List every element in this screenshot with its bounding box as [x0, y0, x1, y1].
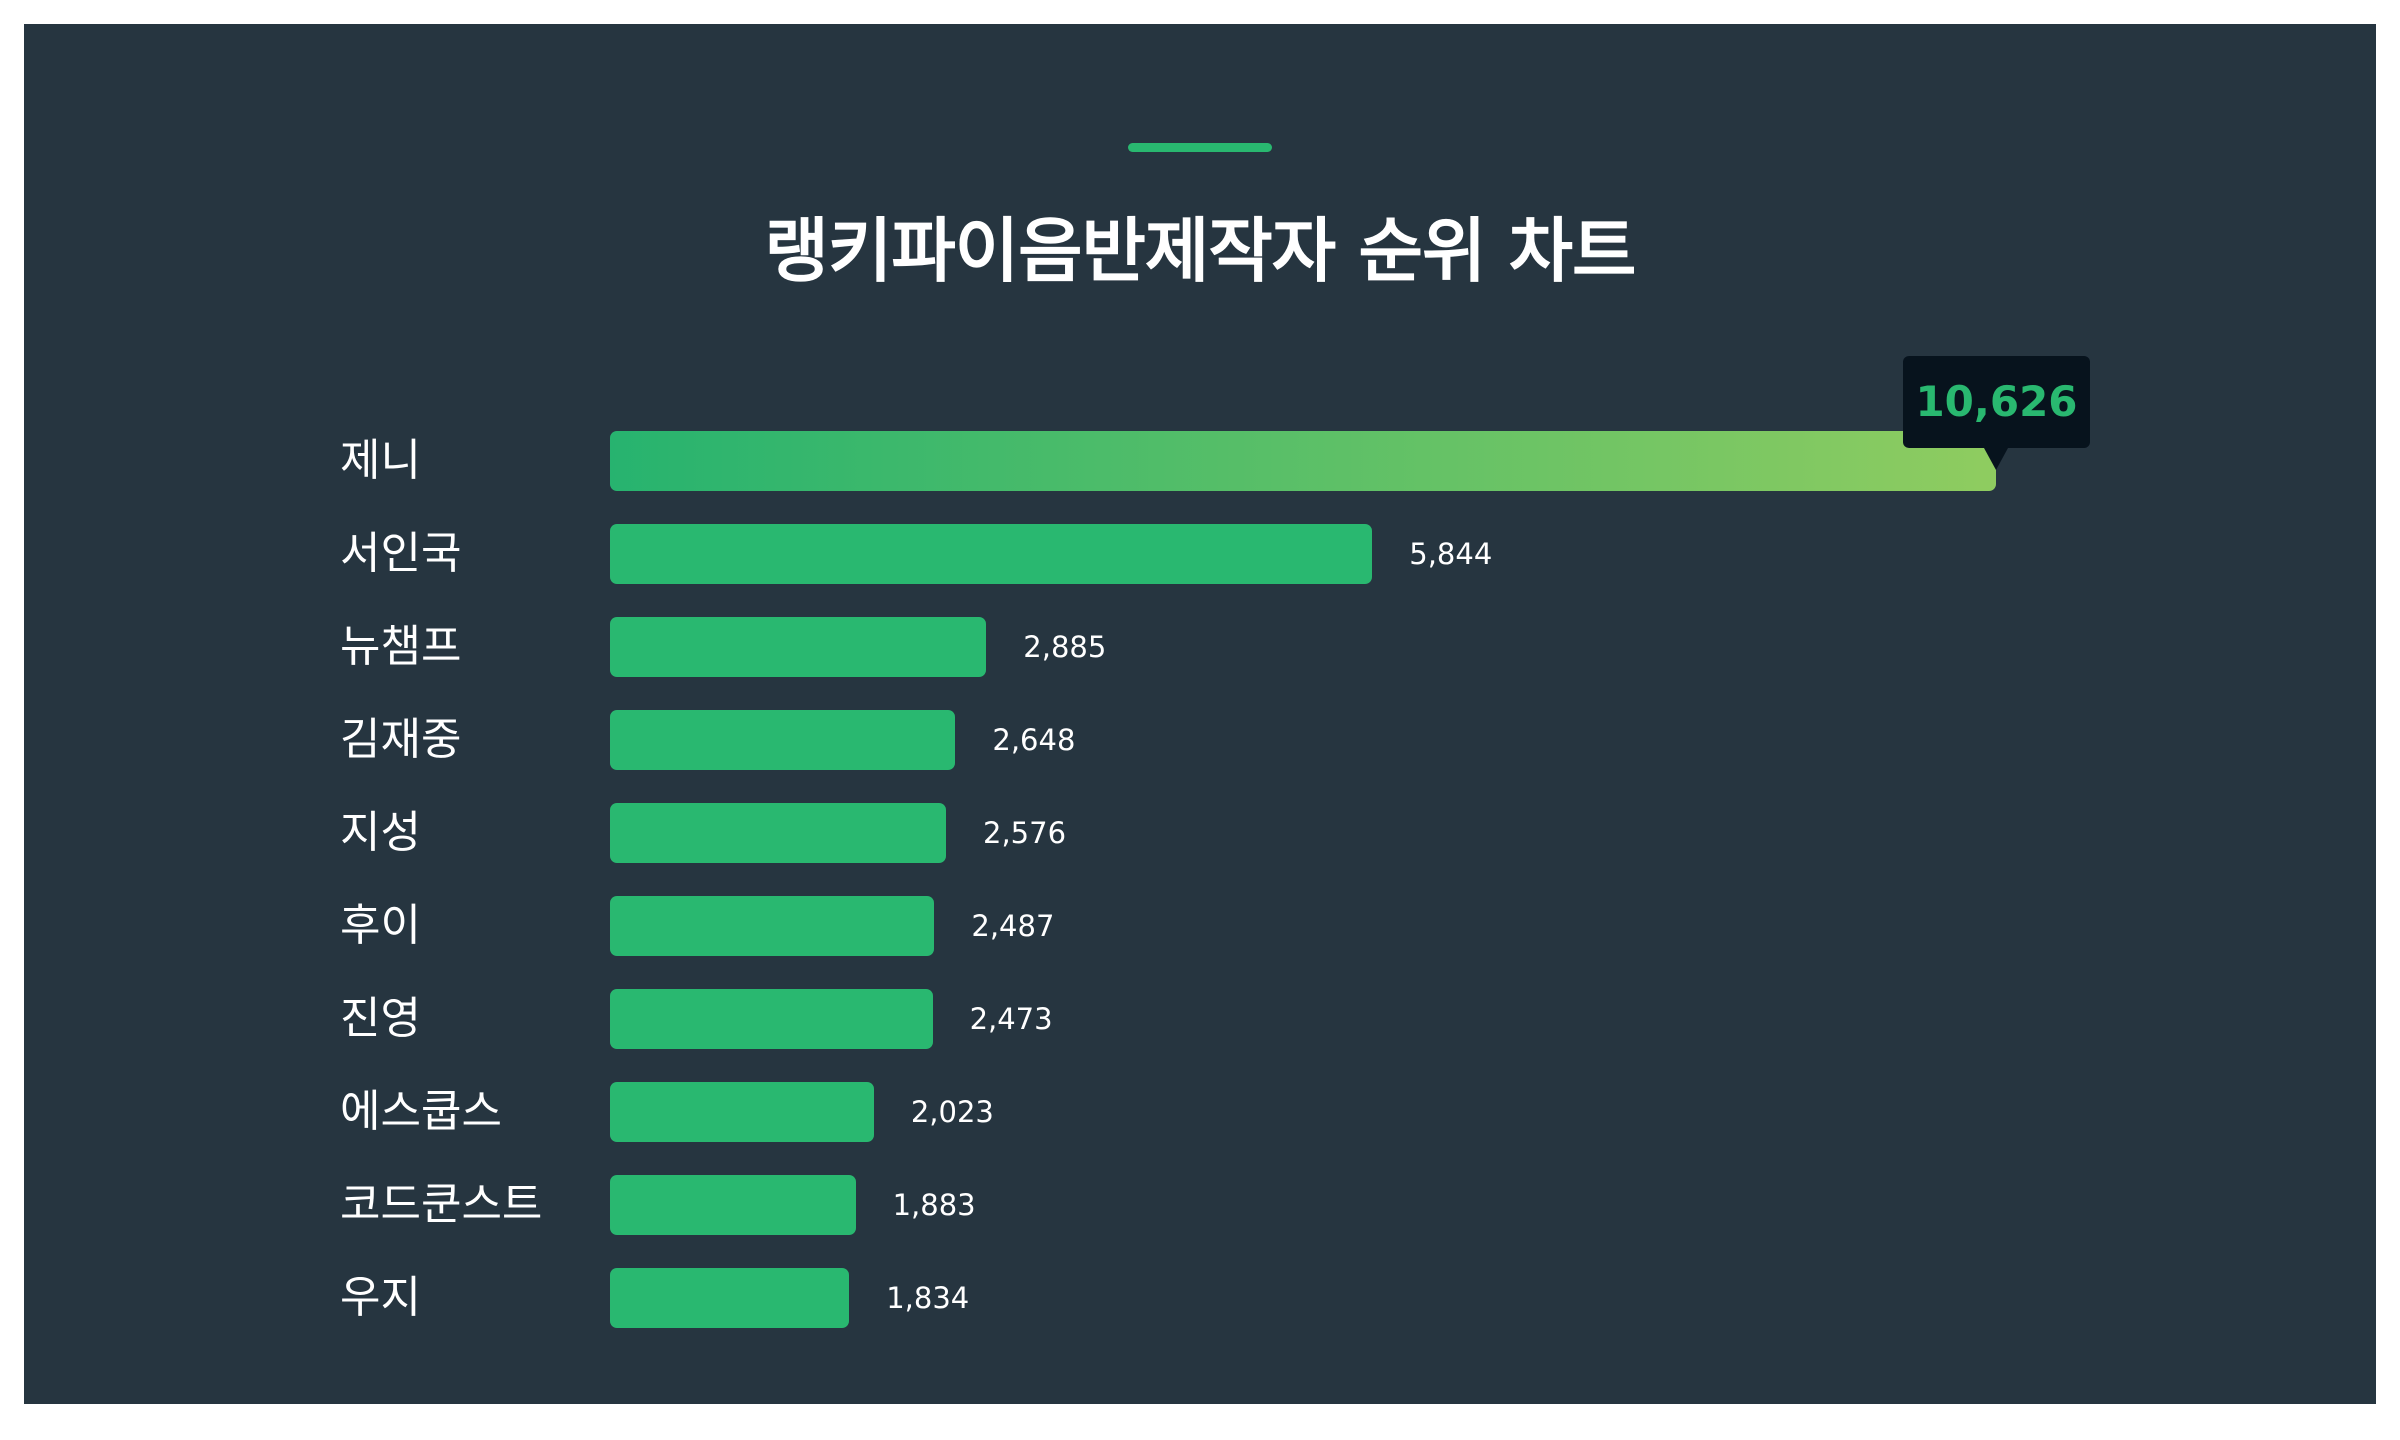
chart-panel: [24, 24, 2376, 1404]
value-label: 1,834: [886, 1281, 970, 1315]
value-label: 2,023: [910, 1095, 994, 1129]
category-label: 제니: [340, 435, 421, 486]
title-accent-line: [1128, 143, 1272, 152]
bar: [610, 524, 1373, 584]
chart-title: 랭키파이음반제작자 순위 차트: [764, 210, 1637, 292]
value-label: 2,648: [992, 723, 1076, 757]
bar: [610, 431, 1996, 491]
bar: [610, 896, 935, 956]
value-label: 2,576: [983, 816, 1067, 850]
category-label: 지성: [340, 807, 421, 858]
bar: [610, 989, 933, 1049]
tooltip-arrow-icon: [1984, 448, 2008, 470]
category-label: 진영: [340, 993, 421, 1044]
category-label: 뉴챔프: [340, 621, 462, 672]
bar: [610, 1268, 850, 1328]
value-label: 2,487: [971, 909, 1055, 943]
category-label: 에스쿱스: [340, 1086, 502, 1137]
category-label: 우지: [340, 1272, 421, 1323]
category-label: 서인국: [340, 528, 462, 579]
bar: [610, 1082, 874, 1142]
value-label: 2,885: [1023, 630, 1107, 664]
value-label: 1,883: [892, 1188, 976, 1222]
category-label: 코드쿤스트: [340, 1179, 543, 1230]
category-label: 김재중: [340, 714, 462, 765]
bar: [610, 617, 987, 677]
category-label: 후이: [340, 900, 421, 951]
bar: [610, 803, 946, 863]
value-label: 5,844: [1409, 537, 1493, 571]
bar: [610, 1175, 856, 1235]
value-label: 2,473: [969, 1002, 1053, 1036]
value-tooltip: 10,626: [1903, 356, 2090, 448]
bar: [610, 710, 956, 770]
